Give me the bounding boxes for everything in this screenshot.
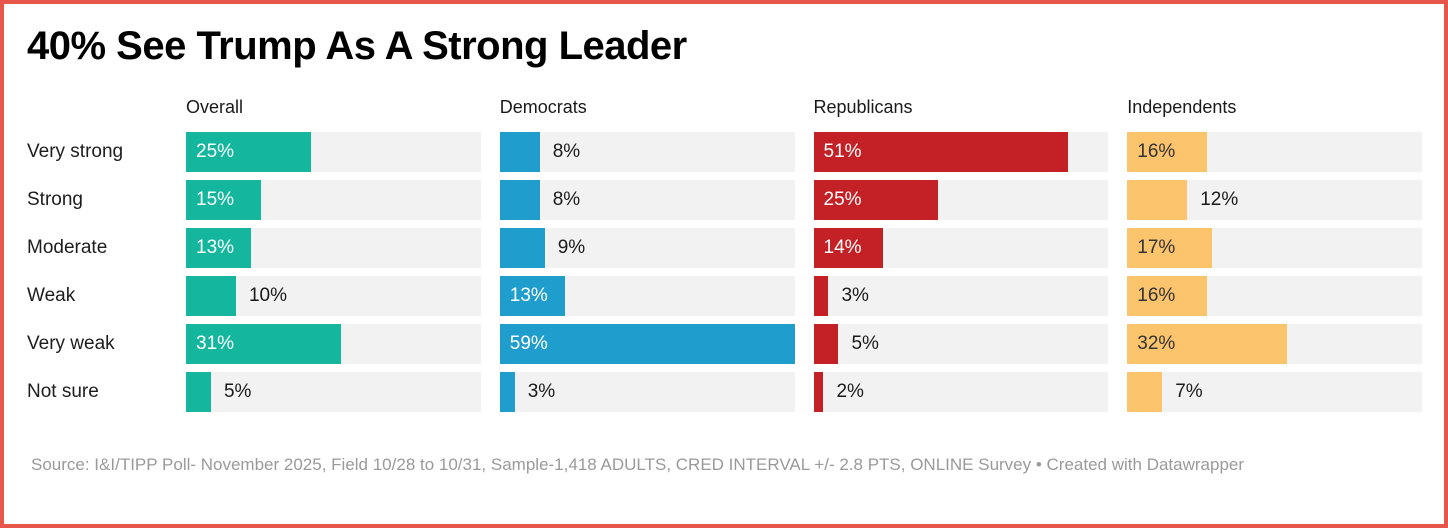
bar — [186, 132, 311, 172]
chart-title: 40% See Trump As A Strong Leader — [27, 24, 687, 68]
bar — [186, 180, 261, 220]
bar-value-label: 12% — [1200, 189, 1239, 210]
bar-track: 14% — [813, 228, 1109, 268]
row-label: Very weak — [27, 333, 115, 354]
bar — [1127, 228, 1213, 268]
bar-track: 9% — [499, 228, 795, 268]
bar-value-label: 25% — [823, 189, 862, 210]
bar-track: 8% — [499, 132, 795, 172]
bar-value-label: 8% — [552, 141, 581, 162]
bar-track: 13% — [186, 228, 481, 268]
corner-spacer — [27, 118, 167, 124]
bar — [813, 228, 884, 268]
column-header-republicans: Republicans — [813, 97, 913, 117]
bar-track: 10% — [186, 276, 481, 316]
grouped-bar-chart: Overall Democrats Republicans Independents V… — [27, 94, 1422, 412]
bar — [1127, 180, 1188, 220]
bar-value-label: 8% — [552, 189, 581, 210]
bar — [186, 372, 211, 412]
bar-track: 2% — [813, 372, 1109, 412]
bar — [186, 276, 236, 316]
bar-value-label: 32% — [1137, 333, 1176, 354]
column-header-overall: Overall — [186, 97, 244, 117]
row-label: Strong — [27, 189, 83, 210]
bar-track: 3% — [813, 276, 1109, 316]
bar-track: 3% — [499, 372, 795, 412]
bar — [813, 324, 839, 364]
bar-value-label: 2% — [836, 381, 864, 402]
bar-value-label: 14% — [823, 237, 862, 258]
bar-value-label: 10% — [248, 285, 287, 306]
source-note: Source: I&I/TIPP Poll- November 2025, Fi… — [31, 455, 1245, 474]
bar — [813, 132, 1069, 172]
bar-value-label: 59% — [509, 333, 548, 354]
bar — [499, 276, 565, 316]
bar — [1127, 324, 1288, 364]
bar-track: 12% — [1127, 180, 1422, 220]
bar-value-label: 7% — [1175, 381, 1203, 402]
bar-track: 25% — [813, 180, 1109, 220]
bar-value-label: 13% — [196, 237, 235, 258]
bar-track: 32% — [1127, 324, 1422, 364]
bar — [813, 276, 829, 316]
bar — [813, 372, 824, 412]
bar-track: 7% — [1127, 372, 1422, 412]
bar-track: 5% — [186, 372, 481, 412]
bar-track: 25% — [186, 132, 481, 172]
bar-track: 8% — [499, 180, 795, 220]
bar — [1127, 132, 1208, 172]
column-header-independents: Independents — [1127, 97, 1237, 117]
bar-value-label: 17% — [1137, 237, 1176, 258]
row-label: Weak — [27, 285, 76, 306]
row-label: Very strong — [27, 141, 124, 162]
bar-value-label: 15% — [196, 189, 235, 210]
bar — [499, 324, 795, 364]
column-header-democrats: Democrats — [499, 97, 587, 117]
bar-track: 17% — [1127, 228, 1422, 268]
bar — [813, 180, 939, 220]
bar-value-label: 25% — [196, 141, 235, 162]
bar-value-label: 3% — [841, 285, 869, 306]
bar-value-label: 5% — [851, 333, 879, 354]
bar-value-label: 9% — [557, 237, 586, 258]
row-label: Not sure — [27, 381, 99, 402]
bar-value-label: 13% — [509, 285, 548, 306]
bar — [499, 372, 515, 412]
bar — [186, 228, 251, 268]
row-label: Moderate — [27, 237, 108, 258]
bar — [499, 228, 545, 268]
bar-track: 31% — [186, 324, 481, 364]
bar — [1127, 372, 1163, 412]
bar-value-label: 3% — [527, 381, 556, 402]
bar-value-label: 5% — [223, 381, 252, 402]
bar — [1127, 276, 1208, 316]
bar-track: 16% — [1127, 132, 1422, 172]
bar-track: 15% — [186, 180, 481, 220]
bar-track: 5% — [813, 324, 1109, 364]
bar-track: 13% — [499, 276, 795, 316]
bar-value-label: 16% — [1137, 141, 1176, 162]
bar — [499, 180, 540, 220]
bar-value-label: 51% — [823, 141, 862, 162]
bar — [499, 132, 540, 172]
bar-track: 16% — [1127, 276, 1422, 316]
bar-track: 59% — [499, 324, 795, 364]
bar-track: 51% — [813, 132, 1109, 172]
bar-value-label: 31% — [196, 333, 235, 354]
bar — [186, 324, 341, 364]
bar-value-label: 16% — [1137, 285, 1176, 306]
